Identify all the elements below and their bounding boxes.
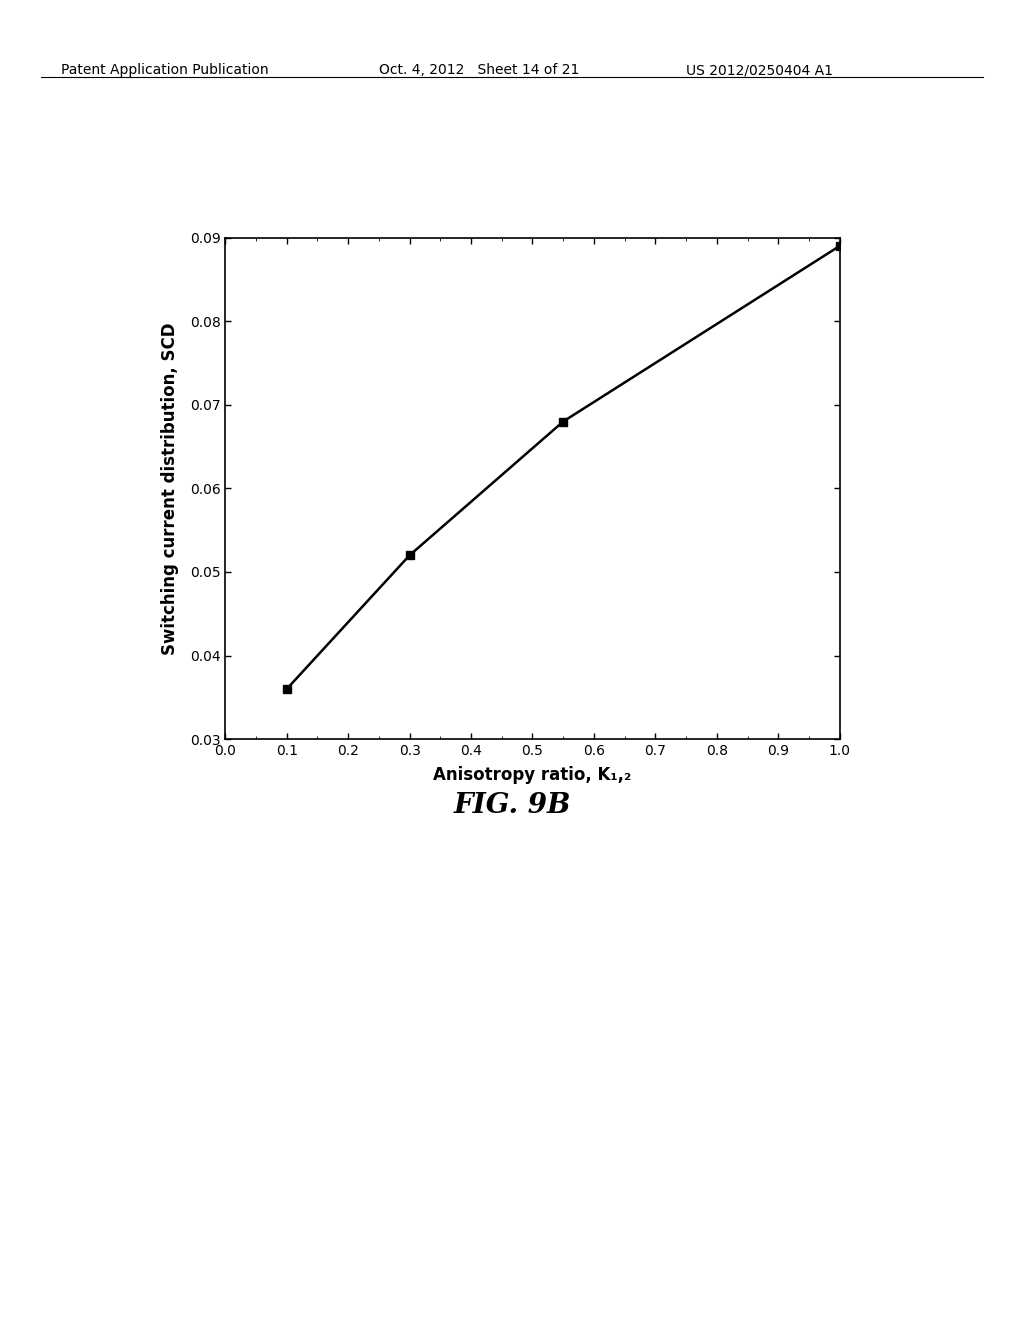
Y-axis label: Switching current distribution, SCD: Switching current distribution, SCD: [161, 322, 178, 655]
Text: Oct. 4, 2012   Sheet 14 of 21: Oct. 4, 2012 Sheet 14 of 21: [379, 63, 580, 78]
Text: Patent Application Publication: Patent Application Publication: [61, 63, 269, 78]
X-axis label: Anisotropy ratio, K₁,₂: Anisotropy ratio, K₁,₂: [433, 767, 632, 784]
Text: FIG. 9B: FIG. 9B: [454, 792, 570, 818]
Text: US 2012/0250404 A1: US 2012/0250404 A1: [686, 63, 834, 78]
